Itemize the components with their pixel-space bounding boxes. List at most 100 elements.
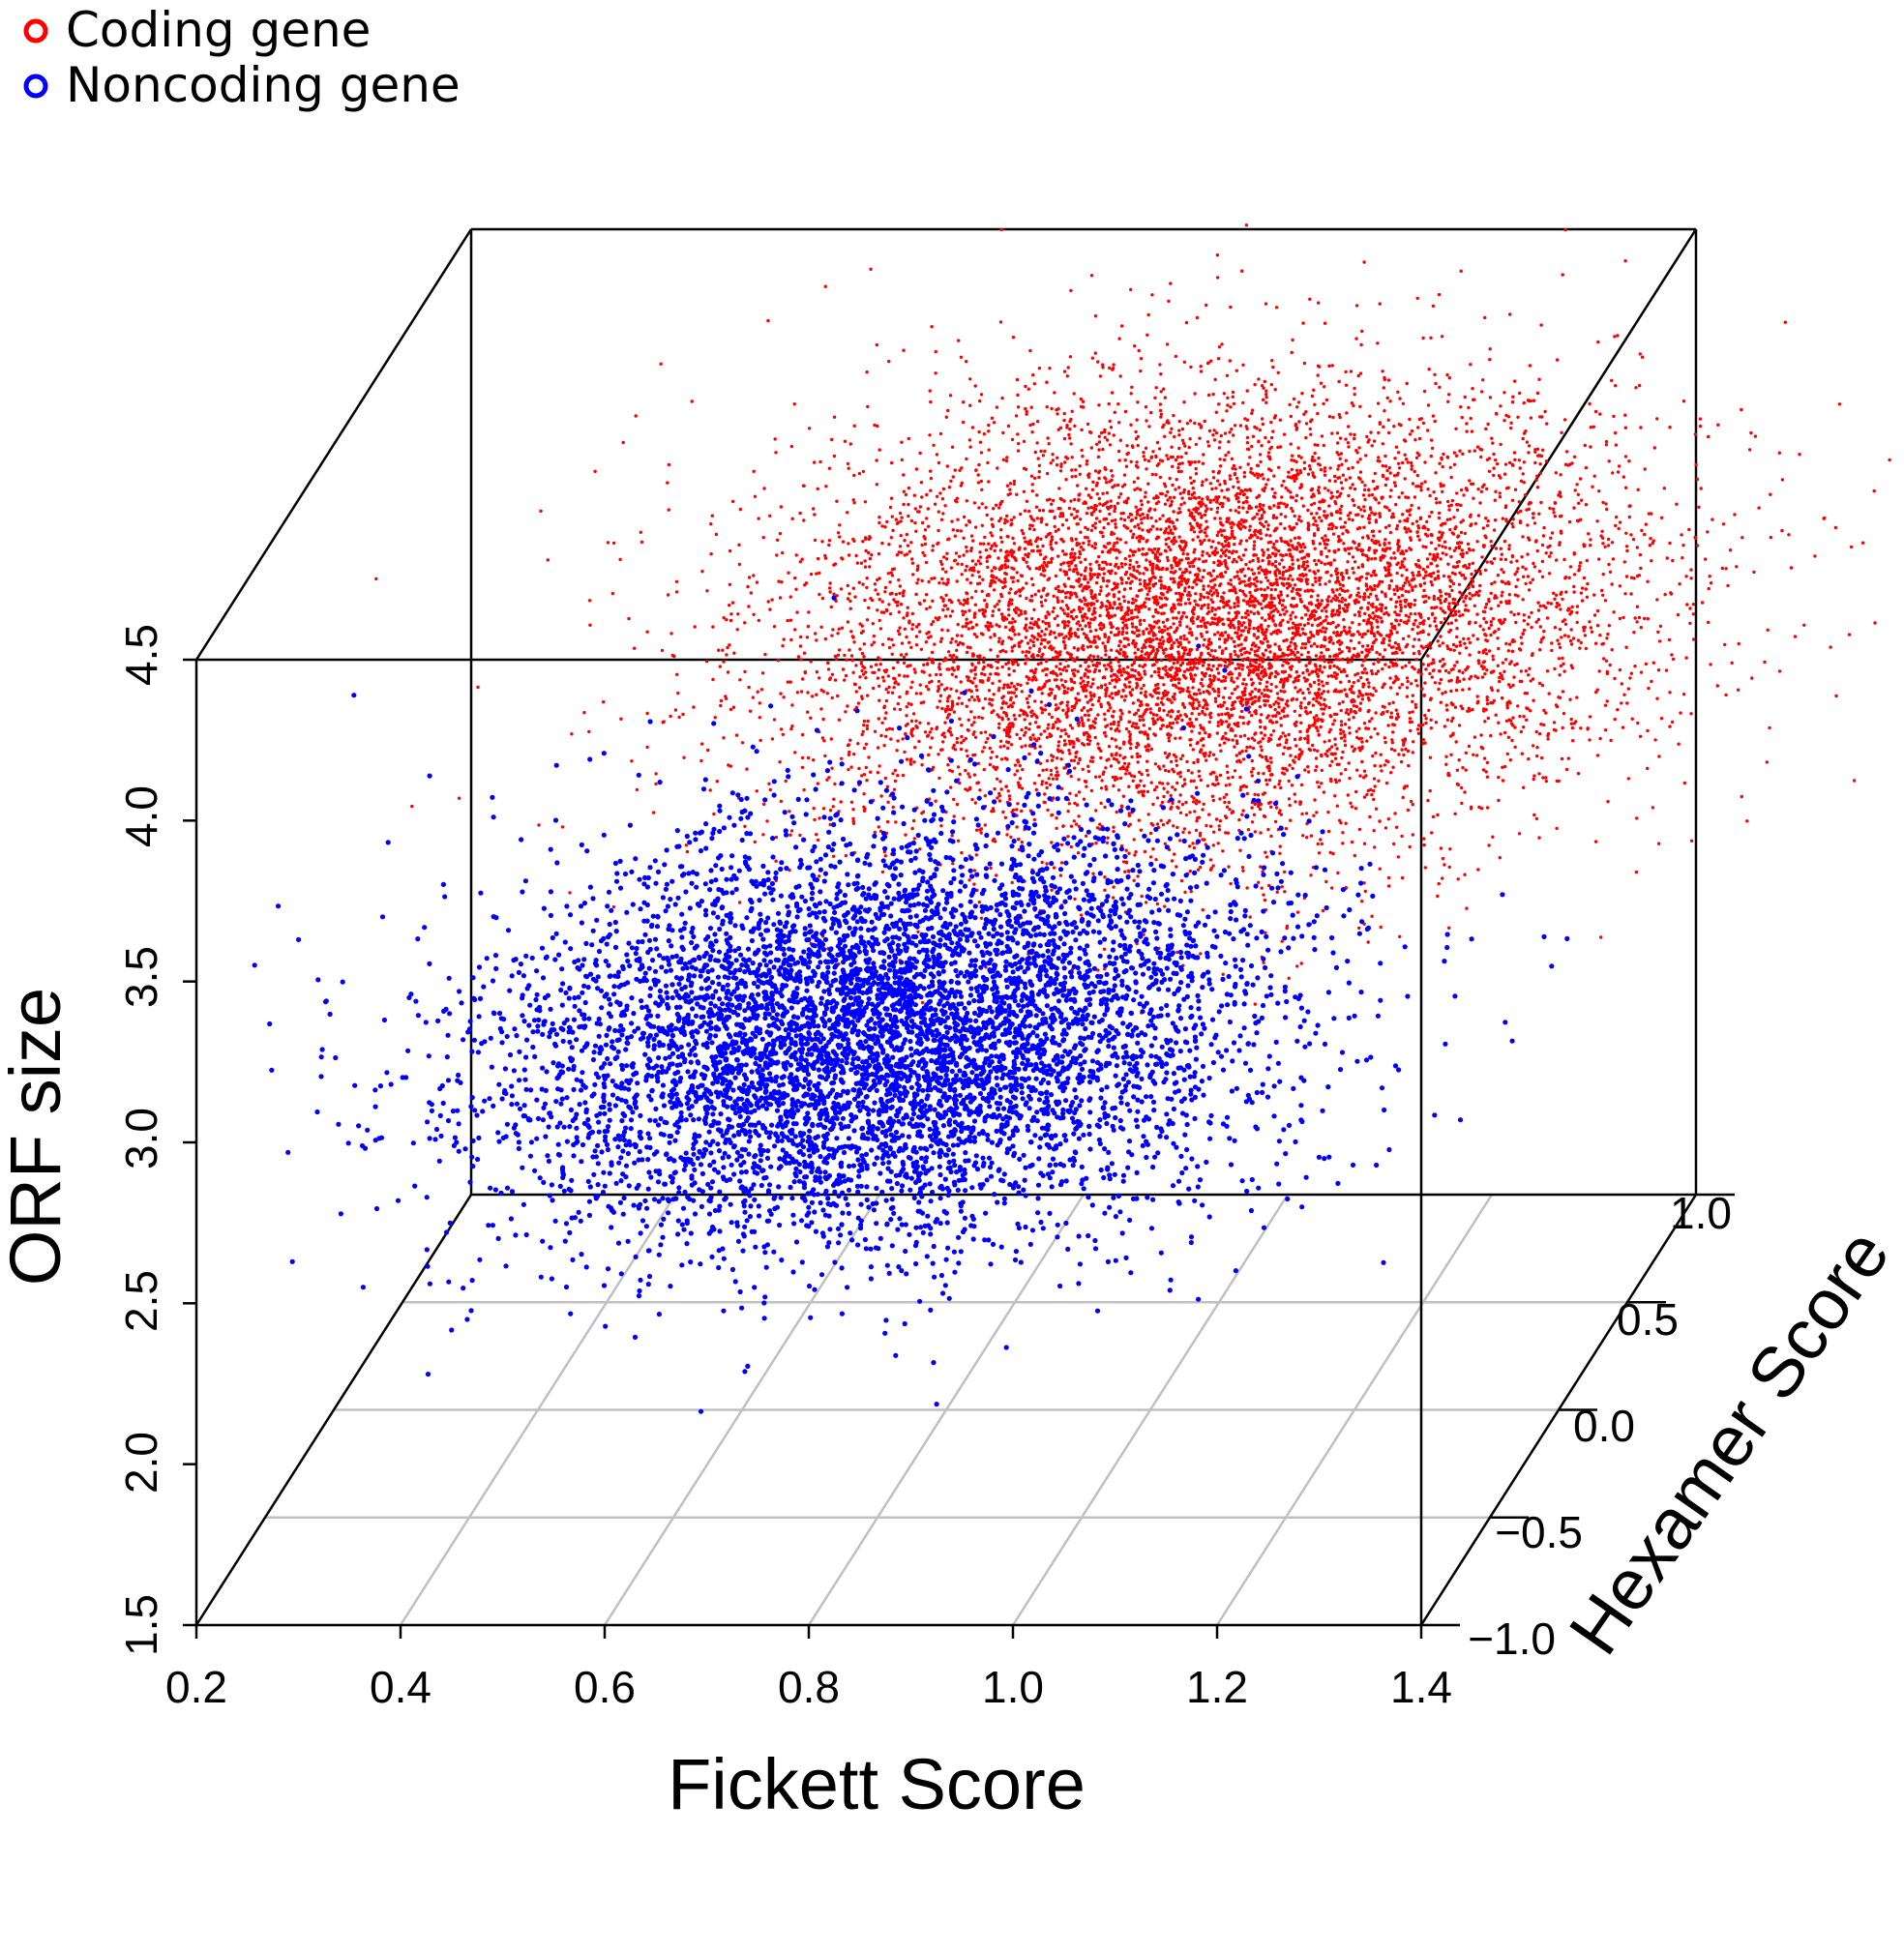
coding-gene-point bbox=[1016, 663, 1021, 666]
coding-gene-point bbox=[1015, 377, 1020, 382]
coding-gene-point bbox=[1374, 671, 1379, 676]
coding-gene-point bbox=[1063, 643, 1067, 647]
coding-gene-point bbox=[952, 710, 957, 714]
coding-gene-point bbox=[1151, 450, 1155, 454]
coding-gene-point bbox=[1222, 528, 1226, 533]
coding-gene-point bbox=[1709, 663, 1712, 666]
coding-gene-point bbox=[937, 679, 941, 684]
coding-gene-point bbox=[1323, 666, 1326, 669]
coding-gene-point bbox=[1530, 625, 1533, 630]
coding-gene-point bbox=[1233, 769, 1237, 773]
coding-gene-point bbox=[1507, 547, 1511, 551]
coding-gene-point bbox=[1389, 629, 1393, 633]
coding-gene-point bbox=[1005, 484, 1010, 488]
coding-gene-point bbox=[982, 542, 986, 546]
coding-gene-point bbox=[1234, 653, 1237, 657]
coding-gene-point bbox=[1168, 504, 1173, 508]
coding-gene-point bbox=[1563, 576, 1568, 579]
coding-gene-point bbox=[987, 689, 992, 693]
coding-gene-point bbox=[746, 584, 750, 589]
coding-gene-point bbox=[1148, 707, 1152, 711]
coding-gene-point bbox=[1266, 440, 1271, 444]
coding-gene-point bbox=[1305, 668, 1310, 673]
coding-gene-point bbox=[768, 607, 772, 611]
coding-gene-point bbox=[847, 553, 851, 557]
coding-gene-point bbox=[1143, 618, 1146, 623]
coding-gene-point bbox=[1278, 851, 1282, 855]
coding-gene-point bbox=[937, 753, 940, 756]
coding-gene-point bbox=[1024, 406, 1027, 411]
coding-gene-point bbox=[1485, 806, 1490, 810]
coding-gene-point bbox=[1093, 735, 1097, 740]
coding-gene-point bbox=[951, 862, 955, 866]
coding-gene-point bbox=[1324, 554, 1329, 559]
coding-gene-point bbox=[1385, 561, 1390, 565]
coding-gene-point bbox=[1375, 608, 1379, 612]
coding-gene-point bbox=[1205, 534, 1208, 538]
coding-gene-point bbox=[1086, 539, 1091, 544]
coding-gene-point bbox=[745, 767, 749, 771]
coding-gene-point bbox=[1271, 365, 1275, 370]
coding-gene-point bbox=[1540, 637, 1544, 641]
coding-gene-point bbox=[1245, 418, 1250, 422]
coding-gene-point bbox=[1053, 631, 1056, 635]
coding-gene-point bbox=[1314, 756, 1319, 760]
coding-gene-point bbox=[1065, 424, 1069, 428]
coding-gene-point bbox=[953, 468, 957, 472]
coding-gene-point bbox=[1447, 670, 1451, 675]
coding-gene-point bbox=[1320, 651, 1324, 655]
coding-gene-point bbox=[927, 636, 931, 639]
coding-gene-point bbox=[1262, 961, 1265, 964]
coding-gene-point bbox=[1346, 514, 1351, 518]
coding-gene-point bbox=[1101, 363, 1105, 367]
coding-gene-point bbox=[1509, 610, 1513, 614]
coding-gene-point bbox=[1233, 543, 1236, 547]
coding-gene-point bbox=[1621, 725, 1625, 729]
coding-gene-point bbox=[1280, 604, 1285, 607]
coding-gene-point bbox=[1253, 382, 1257, 387]
coding-gene-point bbox=[1216, 842, 1220, 845]
coding-gene-point bbox=[1057, 667, 1062, 671]
coding-gene-point bbox=[1194, 717, 1199, 722]
coding-gene-point bbox=[831, 628, 835, 632]
coding-gene-point bbox=[1227, 599, 1231, 604]
coding-gene-point bbox=[1422, 581, 1427, 585]
coding-gene-point bbox=[1350, 690, 1354, 695]
coding-gene-point bbox=[1373, 845, 1377, 849]
coding-gene-point bbox=[1532, 521, 1537, 525]
coding-gene-point bbox=[1101, 772, 1105, 776]
coding-gene-point bbox=[914, 592, 918, 597]
coding-gene-point bbox=[1323, 321, 1327, 325]
coding-gene-point bbox=[1227, 555, 1232, 560]
coding-gene-point bbox=[1186, 652, 1190, 657]
coding-gene-point bbox=[1108, 606, 1112, 610]
coding-gene-point bbox=[1513, 663, 1517, 667]
coding-gene-point bbox=[1058, 426, 1063, 429]
coding-gene-point bbox=[1297, 660, 1301, 664]
coding-gene-point bbox=[1213, 649, 1217, 653]
coding-gene-point bbox=[1431, 658, 1436, 662]
coding-gene-point bbox=[1517, 459, 1522, 462]
coding-gene-point bbox=[1043, 449, 1047, 454]
coding-gene-point bbox=[1490, 581, 1494, 586]
coding-gene-point bbox=[1144, 405, 1148, 409]
coding-gene-point bbox=[1347, 576, 1352, 580]
coding-gene-point bbox=[1219, 433, 1224, 438]
coding-gene-point bbox=[1468, 653, 1472, 657]
coding-gene-point bbox=[1054, 774, 1058, 778]
coding-gene-point bbox=[1567, 576, 1571, 579]
coding-gene-point bbox=[1476, 593, 1481, 598]
coding-gene-point bbox=[1059, 462, 1063, 466]
coding-gene-point bbox=[1519, 729, 1524, 734]
coding-gene-point bbox=[939, 824, 943, 828]
coding-gene-point bbox=[1366, 572, 1370, 576]
coding-gene-point bbox=[1274, 720, 1279, 725]
coding-gene-point bbox=[1553, 515, 1558, 518]
coding-gene-point bbox=[1447, 679, 1451, 683]
coding-gene-point bbox=[1040, 655, 1044, 659]
coding-gene-point bbox=[895, 553, 900, 557]
coding-gene-point bbox=[1192, 666, 1197, 669]
coding-gene-point bbox=[761, 802, 766, 807]
coding-gene-point bbox=[1047, 723, 1051, 726]
coding-gene-point bbox=[1257, 625, 1261, 629]
